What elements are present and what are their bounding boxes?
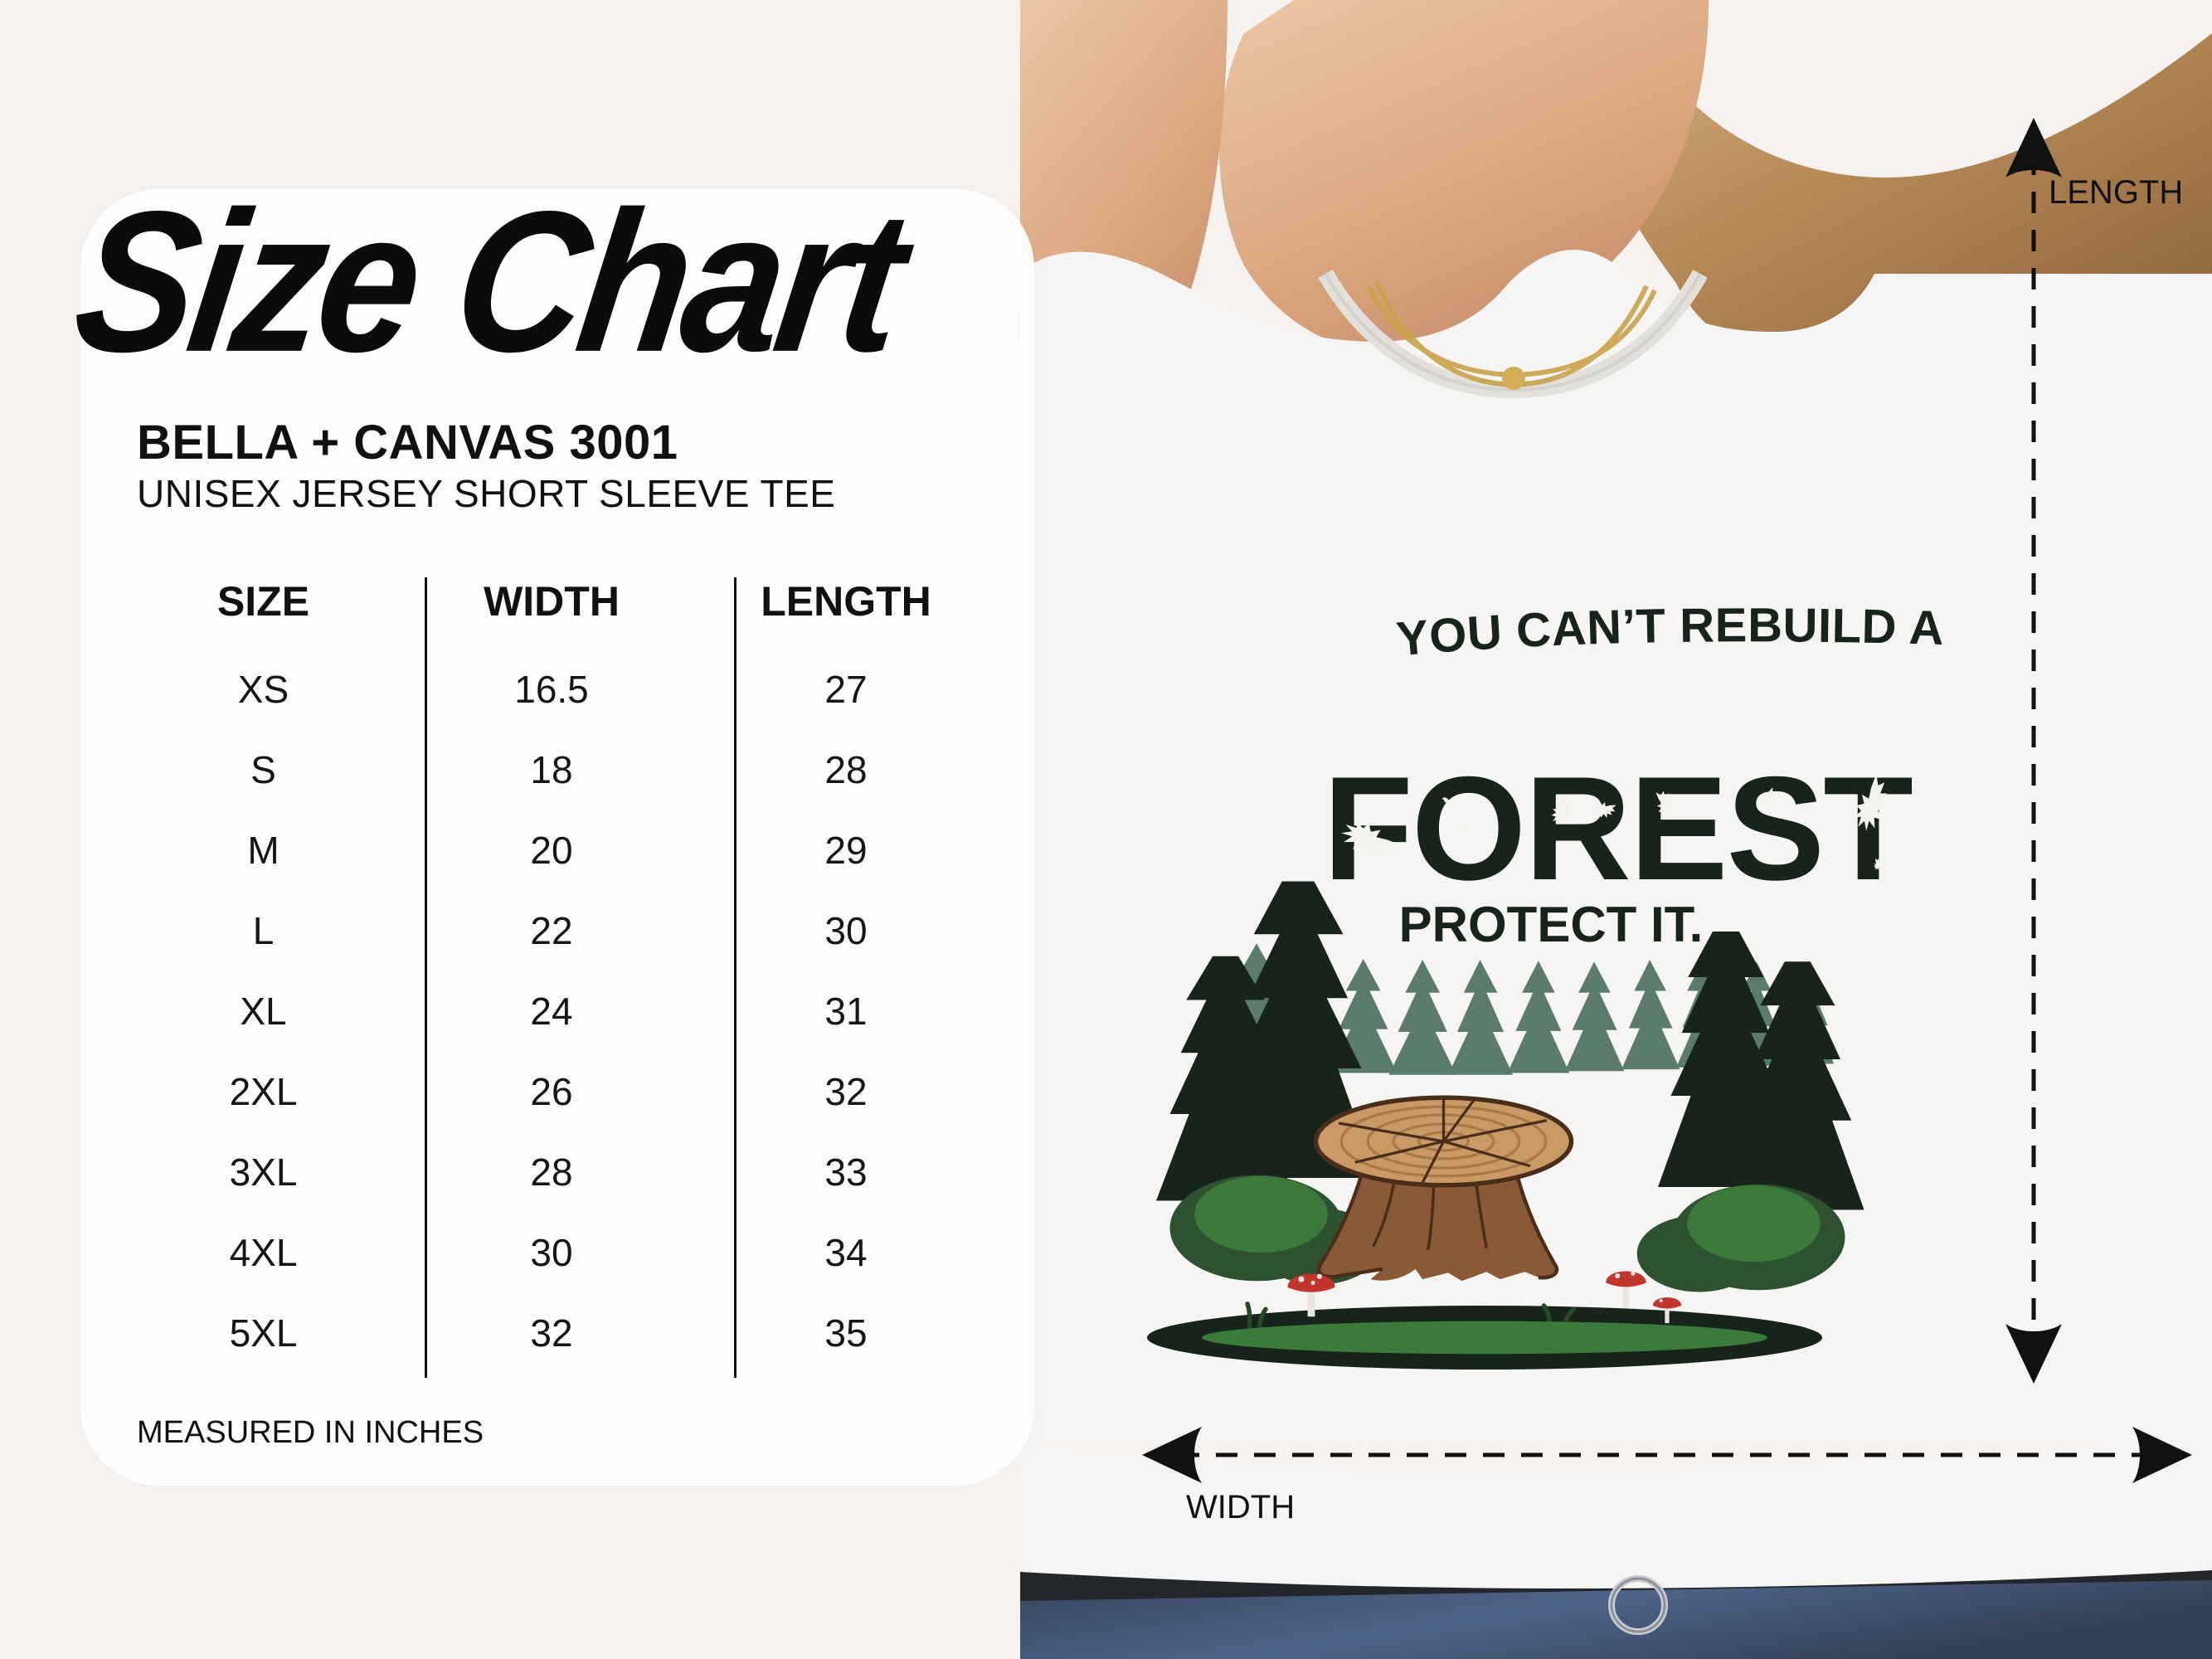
svg-text:PROTECT IT.: PROTECT IT.	[1399, 897, 1704, 952]
svg-text:LENGTH: LENGTH	[2049, 174, 2183, 211]
svg-text:WIDTH: WIDTH	[1186, 1489, 1295, 1525]
svg-text:FOREST: FOREST	[1323, 746, 1912, 911]
